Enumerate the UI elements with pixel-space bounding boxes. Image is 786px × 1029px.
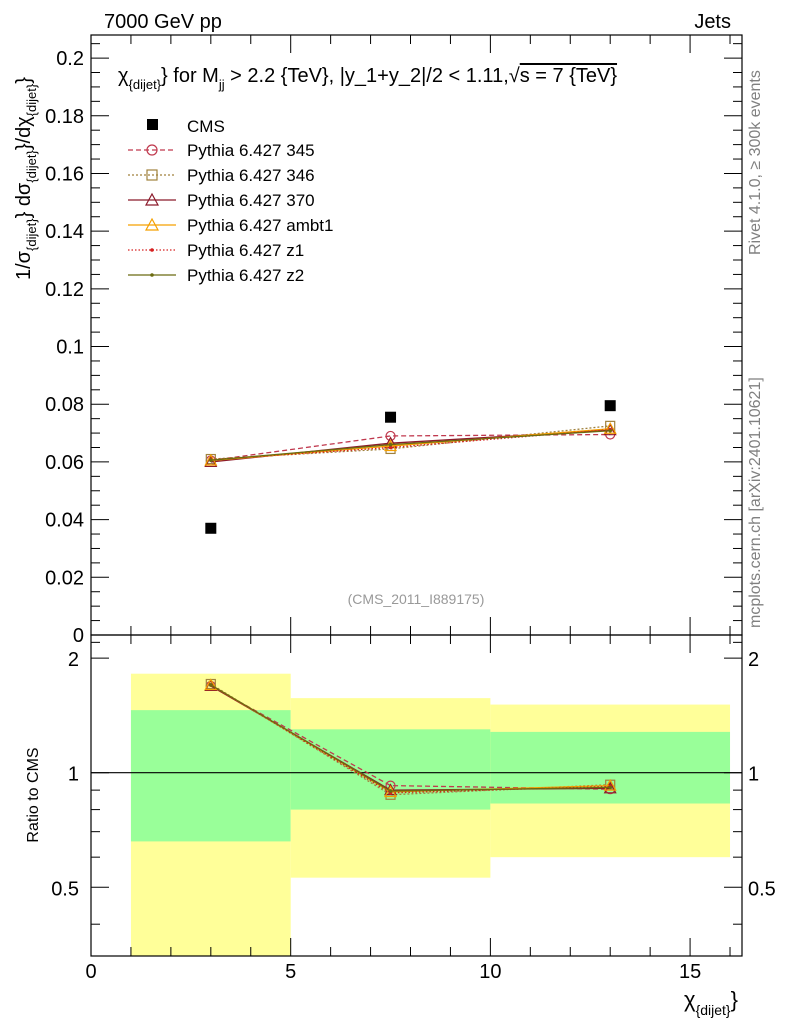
ratio-ytick-label: 1 — [68, 764, 79, 786]
main-ytick-label: 0.16 — [45, 163, 84, 185]
legend-label: Pythia 6.427 ambt1 — [187, 216, 333, 235]
legend-label: CMS — [187, 117, 225, 136]
legend-swatch-marker — [150, 273, 154, 277]
main-ytick-label: 0.14 — [45, 221, 84, 243]
main-ytick-label: 0.06 — [45, 452, 84, 474]
ratio-ytick-label: 2 — [68, 649, 79, 671]
main-ytick-label: 0.1 — [56, 337, 84, 359]
main-ytick-label: 0.08 — [45, 394, 84, 416]
ratio-series-point — [204, 678, 218, 691]
main-series-point — [388, 442, 393, 447]
main-ticks: 0 0.02 0.04 0.06 0.08 0.1 0.12 0.14 0.16 0.18 0.2 — [45, 35, 742, 647]
main-ytick-label: 0.18 — [45, 106, 84, 128]
legend-swatch-marker — [144, 217, 160, 231]
ratio-ytick-label: 0.5 — [51, 878, 79, 900]
ratio-series-line — [210, 685, 611, 790]
ratio-series-layer — [204, 678, 617, 800]
ratio-series-point — [388, 789, 393, 793]
main-series-point — [388, 445, 393, 450]
ratio-ytick-label-right: 1 — [748, 764, 759, 786]
ratio-frame — [90, 634, 743, 957]
main-panel: 00.020.040.060.080.10.120.140.160.180.2 … — [13, 34, 743, 647]
ratio-series-point — [603, 778, 617, 791]
main-ylabel: 1/σ{dijet}} dσ{dijet}}/dχ{dijet}} — [13, 77, 39, 280]
ratio-ylabel: Ratio to CMS — [25, 747, 42, 842]
legend-label: Pythia 6.427 z2 — [187, 266, 304, 285]
xtick-label: 15 — [679, 961, 701, 983]
main-series-point — [608, 428, 613, 433]
band-inner — [130, 710, 291, 842]
legend-swatch-marker — [150, 248, 154, 252]
ratio-ytick-label-right: 2 — [748, 649, 759, 671]
band-inner — [490, 731, 731, 804]
legend: CMS Pythia 6.427 345 Pythia 6.427 346 Pythi… — [128, 117, 333, 285]
ratio-series-point — [608, 785, 613, 790]
legend-swatch-marker — [144, 192, 160, 206]
xtick-label: 10 — [479, 961, 501, 983]
xtick-label: 5 — [285, 961, 296, 983]
main-series-layer — [204, 420, 617, 468]
header-left: 7000 GeV pp — [104, 11, 222, 33]
main-ytick-label: 0.2 — [56, 48, 84, 70]
main-ytick-label: 0.12 — [45, 279, 84, 301]
main-ytick-label: 0.02 — [45, 567, 84, 589]
cms-data-point — [205, 522, 217, 534]
main-series-point — [204, 455, 218, 468]
x-axis-label: χ{dijet}} — [684, 987, 738, 1018]
legend-swatch-marker — [146, 144, 158, 156]
main-series-line — [210, 433, 611, 462]
main-ytick-label: 0 — [73, 625, 84, 647]
legend-label: Pythia 6.427 370 — [187, 191, 315, 210]
band-inner — [290, 729, 491, 810]
mcplots-label: mcplots.cern.ch [arXiv:2401.10621] — [747, 377, 764, 628]
main-series-point — [603, 422, 617, 434]
xtick-label: 0 — [85, 961, 96, 983]
rivet-label: Rivet 4.1.0, ≥ 300k events — [747, 70, 764, 255]
ratio-series-point — [209, 683, 213, 687]
ratio-panel: 0.5 0.5 1 1 2 2 0 5 10 15 Ratio to CMS χ{dijet}} — [25, 634, 776, 1018]
main-title: χ{dijet}} for Mjj > 2.2 {TeV}, |y_1+y_2|… — [118, 65, 617, 92]
main-series-point — [384, 439, 398, 452]
main-series-point — [603, 423, 617, 436]
cms-data-point — [385, 411, 397, 423]
legend-swatch-marker — [146, 169, 158, 181]
main-series-point — [209, 458, 213, 462]
analysis-watermark: (CMS_2011_I889175) — [348, 591, 485, 607]
main-ytick-label: 0.04 — [45, 510, 84, 532]
legend-label: Pythia 6.427 345 — [187, 141, 315, 160]
legend-label: Pythia 6.427 346 — [187, 166, 315, 185]
cms-data-layer — [205, 400, 616, 534]
uncertainty-bands — [130, 673, 731, 956]
legend-swatch-cms — [147, 119, 158, 130]
ratio-ticks: 0.5 0.5 1 1 2 2 0 5 10 15 — [51, 635, 776, 983]
cms-data-point — [604, 400, 616, 412]
header-right: Jets — [694, 11, 731, 33]
legend-label: Pythia 6.427 z1 — [187, 241, 304, 260]
ratio-ytick-label-right: 0.5 — [748, 878, 776, 900]
